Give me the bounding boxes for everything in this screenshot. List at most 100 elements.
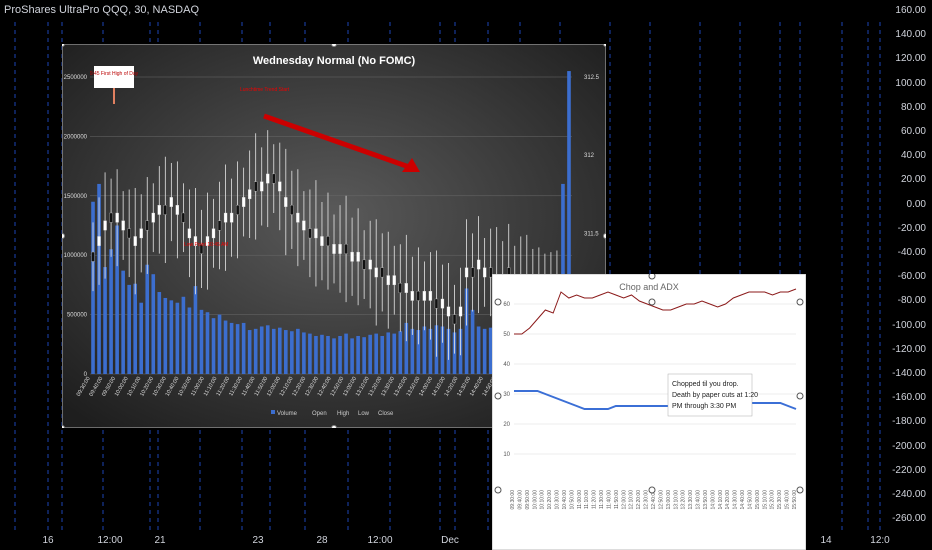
volume-bar [350,338,354,374]
y-axis-tick: 40 [503,362,510,368]
volume-bar [145,264,150,374]
price-body [157,205,161,215]
volume-bar [356,335,360,374]
price-body [205,236,210,246]
volume-bar [344,333,348,374]
volume-bar [302,332,306,374]
annotation-lunch-high: Lunchtime Trend Start [240,87,290,93]
x-axis-tick: 11:30:00 [599,490,605,509]
volume-bar [326,335,330,374]
symbol-title: ProShares UltraPro QQQ, 30, NASDAQ [4,4,200,16]
x-axis-tick: 09:40:00 [517,490,523,510]
chart-background [492,274,806,550]
left-axis-tick: 500000 [67,313,88,319]
price-axis-label: 60.00 [900,126,926,137]
x-axis-tick: 12:40:00 [651,490,657,510]
price-body [127,228,131,239]
volume-bar [314,335,318,374]
price-body [482,267,487,278]
x-axis-tick: 12:10:00 [629,490,635,510]
y-axis-tick: 10 [503,452,510,458]
x-axis-tick: 15:30:00 [777,490,783,510]
volume-bar [476,326,481,374]
x-axis-tick: 11:20:00 [592,490,598,509]
price-body [260,181,264,192]
volume-bar [410,328,415,374]
price-body [452,314,457,325]
volume-bar [404,322,409,374]
price-body [278,181,282,192]
price-body [229,212,234,223]
price-axis-label: -100.00 [892,319,926,331]
x-axis-tick: 10:30:00 [555,490,561,510]
resize-handle [796,392,804,400]
price-body [332,244,336,254]
resize-handle [494,298,502,306]
volume-bar [217,314,222,374]
price-body [296,212,300,223]
volume-bar [386,332,391,374]
volume-bar [320,334,324,374]
resize-handle [62,44,65,47]
price-body [187,228,192,239]
price-body [362,259,366,270]
chart-title: Chop and ADX [619,282,679,292]
left-axis-tick: 2500000 [64,75,88,81]
price-body [217,220,222,231]
price-body [284,197,288,207]
x-axis-tick: 12:50:00 [658,490,664,510]
right-axis-tick: 312.5 [584,75,600,81]
x-axis-tick: 14:50:00 [747,490,753,510]
legend-item: High [337,411,349,417]
x-axis-tick: 12:30:00 [644,490,650,510]
legend-item: Volume [277,411,298,417]
time-axis-label: 28 [316,535,328,546]
time-axis-label: 12:0 [870,535,890,546]
annotation-low: Low Point 10:45 AM [184,242,228,248]
x-axis-tick: 15:00:00 [755,490,761,510]
resize-handle [796,486,804,494]
volume-bar [193,286,198,374]
price-body [109,212,113,223]
time-axis-label: Dec [441,535,459,546]
volume-bar [271,328,276,374]
volume-bar [127,284,131,374]
volume-bar [187,307,192,374]
price-body [139,228,143,239]
x-axis-tick: 11:40:00 [606,490,612,509]
right-axis-tick: 311.5 [584,231,599,237]
price-body [314,228,318,239]
resize-handle [603,44,606,47]
price-body [398,283,402,293]
x-axis-tick: 15:50:00 [792,490,798,510]
downtrend-arrow-line [263,113,413,171]
price-axis-label: -120.00 [892,343,926,355]
chop-and-adx-chart[interactable]: Chop and ADX 60 50 40 30 20 10 Chopped til you … [492,274,806,550]
x-axis-tick: 15:20:00 [770,490,776,510]
annotation-line: Death by paper cuts at 1:20 [672,392,758,399]
volume-bar [181,296,186,374]
volume-bar [175,302,180,374]
x-axis-tick: 09:50:00 [525,490,531,510]
price-body [470,267,475,278]
legend-item: Close [378,411,394,417]
price-body [241,197,246,207]
price-body [145,220,149,231]
y-axis-tick: 60 [503,302,510,308]
x-axis-tick: 14:20:00 [725,490,731,510]
volume-bar [253,328,258,374]
volume-bar [133,283,137,374]
volume-bar [380,335,385,374]
price-axis-label: -140.00 [892,368,926,379]
volume-bar [482,328,487,374]
volume-bar [362,337,366,374]
x-axis-tick: 11:50:00 [614,490,620,509]
price-axis-label: -220.00 [892,464,926,476]
price-body [326,236,330,246]
volume-bar [338,335,342,374]
price-body [440,298,445,309]
volume-bar [205,312,210,374]
price-axis-label: 160.00 [895,5,926,16]
x-axis-tick: 09:30:00 [510,490,516,510]
